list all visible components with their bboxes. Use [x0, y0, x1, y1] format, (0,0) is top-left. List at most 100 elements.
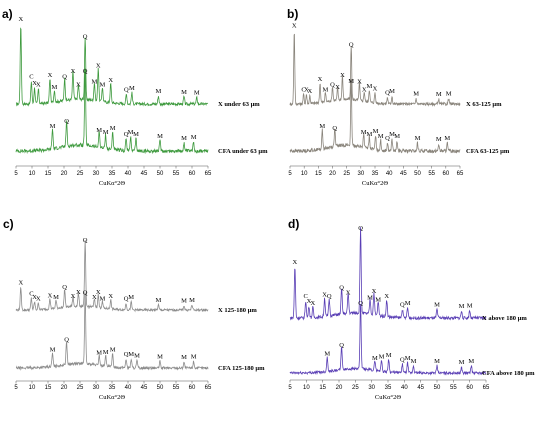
xrd-trace-top [289, 33, 461, 107]
x-tick-label: 5 [14, 171, 18, 177]
peak-label: M [446, 90, 452, 97]
peak-label: M [367, 295, 373, 302]
peak-label: Q [385, 135, 390, 142]
x-tick-label: 10 [29, 385, 36, 391]
peak-label: X [307, 88, 312, 95]
x-tick-label: 20 [61, 385, 68, 391]
peak-label: M [92, 78, 98, 85]
peak-label: X [36, 296, 41, 303]
x-tick-label: 15 [45, 171, 52, 177]
peak-label: X [322, 291, 327, 298]
peak-label: Q [358, 300, 363, 307]
peak-label: Q [385, 90, 390, 97]
peak-label: X [373, 86, 378, 93]
peak-label: M [53, 294, 59, 301]
peak-label: M [133, 131, 139, 138]
peak-label: M [375, 296, 381, 303]
peak-label: M [436, 136, 442, 143]
peak-label: Q [62, 284, 67, 291]
peak-label: M [156, 88, 162, 95]
peak-label: M [378, 133, 384, 140]
peak-label: Q [349, 42, 354, 49]
xrd-trace-bottom [15, 292, 209, 371]
peak-label: M [386, 352, 392, 359]
xrd-trace-top [15, 27, 209, 107]
peak-label: Q [124, 296, 129, 303]
peak-label: Q [83, 34, 88, 41]
series-name-label: CFA 63-125 µm [466, 148, 510, 155]
peak-label: Q [400, 356, 405, 363]
peak-label: M [411, 358, 417, 365]
x-tick-label: 10 [301, 171, 308, 177]
series-name-label: X above 180 µm [482, 315, 527, 322]
peak-label: X [293, 259, 298, 266]
peak-label: Q [64, 118, 69, 125]
peak-label: X [96, 289, 101, 296]
peak-label: M [128, 294, 134, 301]
peak-label: M [191, 134, 197, 141]
peak-label: M [373, 128, 379, 135]
series-name-label: CFA 125-180 µm [218, 365, 265, 372]
peak-label: X [76, 82, 81, 89]
peak-label: X [48, 292, 53, 299]
peak-label: X [318, 76, 323, 83]
series-name-label: X 63-125 µm [466, 101, 502, 108]
peak-label: M [436, 91, 442, 98]
panel-2: b)5 10 15 20 25 30 35 40 45 50 55 60 65CuKα°2ΘXCXXXM… [287, 7, 510, 187]
peak-label: M [379, 353, 385, 360]
peak-label: M [181, 297, 187, 304]
peak-label: X [384, 293, 389, 300]
x-axis-label: CuKα°2Θ [375, 394, 402, 401]
x-tick-label: 55 [428, 171, 435, 177]
peak-label: M [323, 86, 329, 93]
peak-label: M [103, 349, 109, 356]
peak-label: X [18, 279, 23, 286]
peak-label: C [29, 290, 33, 297]
x-tick-label: 10 [303, 385, 310, 391]
peak-label: M [191, 353, 197, 360]
peak-label: M [389, 131, 395, 138]
x-tick-label: 20 [61, 171, 68, 177]
xrd-trace-top [15, 240, 209, 313]
peak-label: M [181, 354, 187, 361]
peak-label: M [372, 355, 378, 362]
peak-label: X [304, 86, 309, 93]
x-axis-label: CuKα°2Θ [99, 394, 126, 401]
x-tick-label: 35 [109, 385, 116, 391]
peak-label: M [389, 88, 395, 95]
series-name-label: CFA under 63 µm [218, 148, 268, 155]
x-tick-label: 45 [141, 171, 148, 177]
peak-label: M [110, 347, 116, 354]
x-tick-label: 45 [141, 385, 148, 391]
x-tick-label: 5 [14, 385, 18, 391]
peak-label: X [307, 298, 312, 305]
peak-label: M [96, 350, 102, 357]
x-tick-label: 55 [173, 171, 180, 177]
peak-label: M [394, 133, 400, 140]
peak-label: M [361, 129, 367, 136]
x-tick-label: 20 [329, 171, 336, 177]
peak-label: M [134, 353, 140, 360]
series-name-label: X 125-180 µm [218, 307, 257, 314]
peak-label: X [346, 290, 351, 297]
peak-label: M [366, 83, 372, 90]
x-tick-label: 50 [414, 171, 421, 177]
peak-label: M [50, 347, 56, 354]
xrd-trace-bottom [289, 303, 487, 376]
x-tick-label: 40 [125, 171, 132, 177]
x-tick-label: 65 [205, 385, 212, 391]
peak-label: C [29, 74, 33, 81]
peak-label: Q [327, 293, 332, 300]
x-tick-label: 55 [450, 385, 457, 391]
peak-label: Q [62, 74, 67, 81]
peak-label: M [413, 90, 419, 97]
peak-label: X [18, 16, 23, 23]
x-tick-label: 30 [357, 171, 364, 177]
peak-label: Q [64, 336, 69, 343]
series-name-label: X under 63 µm [218, 101, 260, 108]
peak-label: M [100, 296, 106, 303]
panel-letter: a) [2, 7, 13, 21]
peak-label: M [444, 135, 450, 142]
peak-label: M [405, 300, 411, 307]
x-tick-label: 25 [343, 171, 350, 177]
